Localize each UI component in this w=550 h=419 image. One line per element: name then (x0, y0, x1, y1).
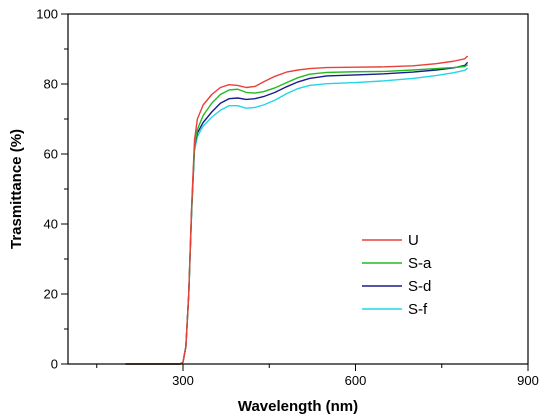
legend-label: U (408, 232, 419, 249)
y-tick-label: 80 (44, 77, 58, 92)
legend: U S-a S-d S-f (362, 232, 432, 318)
y-axis-label: Trasmittance (%) (8, 129, 25, 249)
x-tick-label: 900 (517, 373, 539, 388)
legend-item-s-a: S-a (362, 255, 432, 272)
x-axis-label: Wavelength (nm) (238, 398, 358, 415)
y-tick-label: 100 (36, 7, 58, 22)
x-tick-label: 600 (345, 373, 367, 388)
series-lines (125, 55, 469, 365)
legend-label: S-d (408, 278, 431, 295)
x-tick-label: 300 (172, 373, 194, 388)
series-line-s-a (125, 64, 468, 365)
legend-label: S-a (408, 255, 432, 272)
y-axis-ticks: 0 20 40 60 80 100 (36, 7, 68, 372)
y-tick-label: 40 (44, 217, 58, 232)
y-tick-label: 60 (44, 147, 58, 162)
y-tick-label: 20 (44, 287, 58, 302)
legend-item-s-f: S-f (362, 301, 428, 318)
legend-label: S-f (408, 301, 428, 318)
x-axis-ticks: 300 600 900 (96, 364, 539, 388)
series-line-s-f (125, 67, 469, 365)
legend-item-s-d: S-d (362, 278, 431, 295)
series-line-u (125, 55, 469, 365)
y-tick-label: 0 (51, 357, 58, 372)
series-line-s-d (125, 61, 469, 365)
legend-item-u: U (362, 232, 419, 249)
